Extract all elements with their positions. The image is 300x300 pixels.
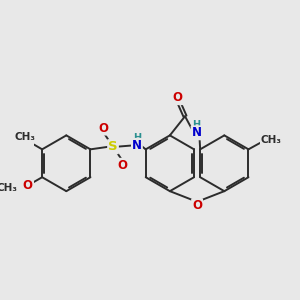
Text: O: O [192, 199, 202, 212]
Text: S: S [108, 140, 118, 153]
Text: O: O [22, 179, 32, 192]
Text: O: O [99, 122, 109, 135]
Text: N: N [132, 139, 142, 152]
Text: CH₃: CH₃ [14, 132, 35, 142]
Text: H: H [133, 133, 141, 143]
Text: CH₃: CH₃ [261, 134, 282, 145]
Text: O: O [173, 91, 183, 104]
Text: N: N [192, 126, 202, 139]
Text: H: H [193, 120, 201, 130]
Text: O: O [117, 159, 127, 172]
Text: CH₃: CH₃ [0, 183, 18, 194]
